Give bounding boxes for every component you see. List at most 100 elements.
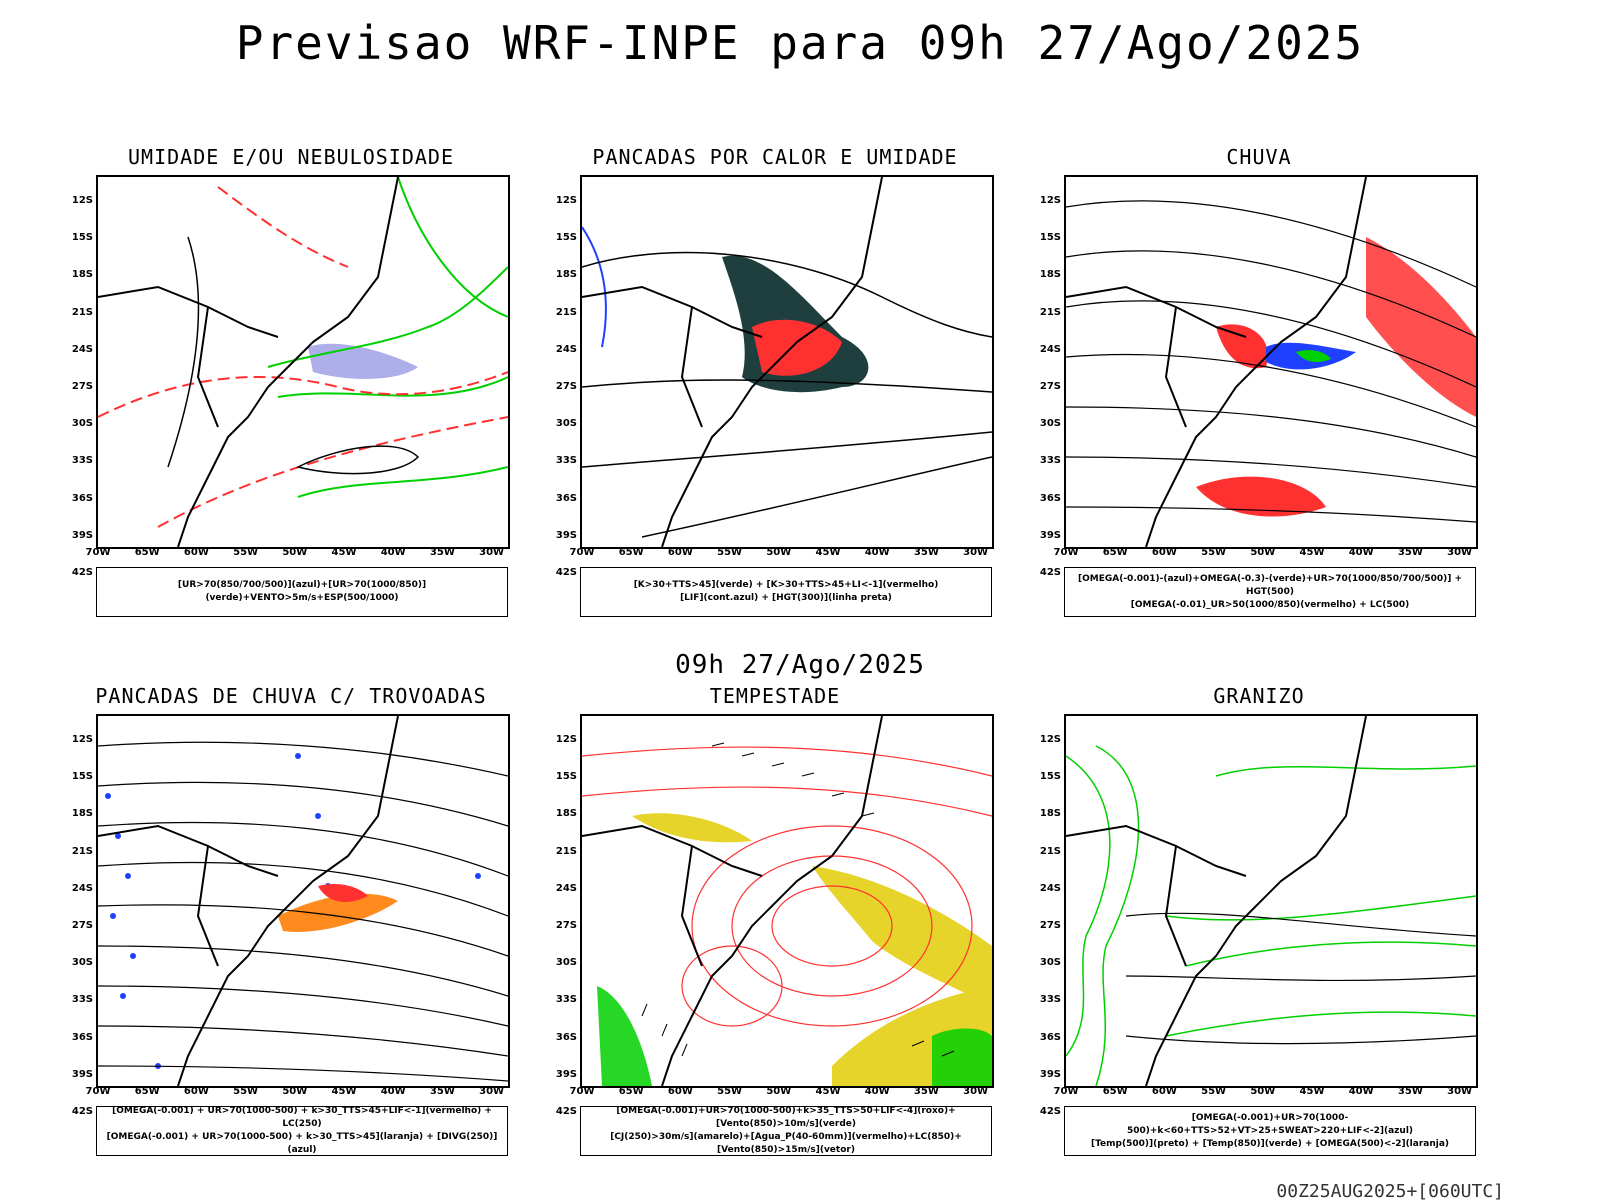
green-contour: [267, 266, 508, 368]
lon-axis: 70W 65W 60W 55W 50W 45W 40W 35W 30W: [570, 547, 992, 561]
lat-tick-label: 33S: [555, 455, 577, 467]
lon-tick-label: 60W: [667, 1086, 693, 1097]
red-rain-area: [1216, 324, 1268, 369]
legend-line-1: [K>30+TTS>45](verde) + [K>30+TTS>45+LI<-…: [633, 580, 939, 590]
lon-tick-label: 30W: [479, 1086, 505, 1097]
lon-tick-label: 40W: [864, 547, 890, 558]
main-title: Previsao WRF-INPE para 09h 27/Ago/2025: [235, 16, 1365, 70]
lon-tick-label: 55W: [233, 1086, 259, 1097]
panel-chuva: CHUVA 12S 15S 18S 21S 24S 27S 30S 33S 36S 39S 42S: [1040, 145, 1478, 645]
lon-tick-label: 50W: [766, 547, 792, 558]
lat-tick-label: 12S: [71, 734, 93, 745]
lat-tick-label: 39S: [1039, 1068, 1061, 1080]
legend-line-2: [Temp(500)](preto) + [Temp(850)](verde) …: [1090, 1138, 1450, 1149]
lat-tick-label: 24S: [555, 882, 577, 894]
lat-tick-label: 21S: [71, 306, 93, 318]
red-contours: [582, 746, 992, 1027]
hgt-line: [641, 456, 992, 538]
lat-tick-label: 30S: [1039, 418, 1061, 430]
lat-tick-label: 21S: [71, 845, 93, 857]
lat-axis: 12S 15S 18S 21S 24S 27S 30S 33S 36S 39S 42S: [547, 175, 577, 578]
legend-line-1: [OMEGA(-0.001)+UR>70(1000-500)+k>35_TTS>…: [616, 1106, 956, 1129]
lon-tick-label: 65W: [1102, 1086, 1128, 1097]
red-rain-area: [1366, 237, 1476, 417]
lat-tick-label: 30S: [71, 418, 93, 430]
lat-tick-label: 24S: [71, 343, 93, 355]
lat-tick-label: 21S: [1039, 845, 1061, 857]
lat-axis: 12S 15S 18S 21S 24S 27S 30S 33S 36S 39S 42S: [547, 714, 577, 1117]
lon-tick-label: 65W: [134, 547, 160, 558]
lat-tick-label: 18S: [555, 808, 577, 820]
lon-tick-label: 65W: [618, 547, 644, 558]
map-umidade: [96, 175, 510, 549]
lat-tick-label: 42S: [1039, 1106, 1061, 1117]
lon-tick-label: 45W: [1299, 1086, 1325, 1097]
legend-line-2: [CJ(250)>30m/s](amarelo)+[Agua_P(40-60mm…: [610, 1132, 962, 1155]
coastline: [1066, 177, 1367, 547]
lon-tick-label: 50W: [282, 1086, 308, 1097]
temp850-green-contours: [1066, 745, 1476, 1086]
lon-tick-label: 40W: [380, 547, 406, 558]
lon-tick-label: 55W: [717, 1086, 743, 1097]
lon-tick-label: 35W: [1397, 1086, 1423, 1097]
lat-tick-label: 24S: [1039, 343, 1061, 355]
red-dashed-contour: [98, 371, 508, 418]
lat-tick-label: 18S: [71, 269, 93, 281]
run-timestamp: 00Z25AUG2025+[060UTC]: [1276, 1181, 1504, 1202]
lat-tick-label: 30S: [555, 418, 577, 430]
lon-axis: 70W 65W 60W 55W 50W 45W 40W 35W 30W: [86, 547, 508, 561]
lon-tick-label: 60W: [183, 1086, 209, 1097]
jet-yellow-area: [632, 813, 752, 843]
panel-granizo: GRANIZO 12S 15S 18S 21S 24S 27S 30S 33S 36S 39S 42…: [1040, 684, 1478, 1184]
lat-tick-label: 21S: [555, 845, 577, 857]
green-contour: [397, 177, 508, 318]
panel-title: PANCADAS DE CHUVA C/ TROVOADAS: [95, 684, 487, 708]
lat-tick-label: 27S: [555, 381, 577, 392]
lat-tick-label: 12S: [1039, 195, 1061, 206]
coastline: [582, 177, 883, 547]
lon-tick-label: 50W: [766, 1086, 792, 1097]
lat-tick-label: 15S: [71, 771, 93, 783]
orange-area: [278, 893, 398, 932]
lon-tick-label: 30W: [1447, 1086, 1473, 1097]
lon-tick-label: 45W: [1299, 547, 1325, 558]
lon-tick-label: 70W: [1053, 1086, 1079, 1097]
lat-tick-label: 42S: [555, 1106, 577, 1117]
lon-tick-label: 60W: [1151, 547, 1177, 558]
lat-axis: 12S 15S 18S 21S 24S 27S 30S 33S 36S 39S 42S: [1031, 714, 1061, 1117]
panel-pancadas-calor: PANCADAS POR CALOR E UMIDADE 12S 15S 18S 21…: [556, 145, 994, 645]
lon-tick-label: 40W: [864, 1086, 890, 1097]
coastline: [98, 177, 399, 547]
map-tempestade: [580, 714, 994, 1088]
lat-tick-label: 27S: [71, 381, 93, 392]
wind-green-area: [597, 986, 652, 1086]
lon-tick-label: 70W: [85, 547, 111, 558]
lon-tick-label: 35W: [913, 547, 939, 558]
lif-blue-contour: [582, 226, 607, 348]
lon-tick-label: 65W: [134, 1086, 160, 1097]
lat-tick-label: 36S: [1039, 1031, 1061, 1043]
lat-tick-label: 15S: [71, 232, 93, 244]
lon-tick-label: 30W: [1447, 547, 1473, 558]
red-area: [752, 319, 842, 376]
legend-line-1: [OMEGA(-0.001)+UR>70(1000-500)+k<60+TTS>…: [1126, 1112, 1414, 1136]
lat-axis: 12S 15S 18S 21S 24S 27S 30S 33S 36S 39S 42S: [63, 714, 93, 1117]
lat-tick-label: 21S: [1039, 306, 1061, 318]
lon-axis: 70W 65W 60W 55W 50W 45W 40W 35W 30W: [570, 1086, 992, 1100]
lon-tick-label: 65W: [1102, 547, 1128, 558]
lat-tick-label: 12S: [555, 734, 577, 745]
coastline: [98, 716, 399, 1086]
lat-tick-label: 15S: [1039, 771, 1061, 783]
lon-tick-label: 70W: [569, 1086, 595, 1097]
lat-tick-label: 27S: [555, 920, 577, 931]
lon-axis: 70W 65W 60W 55W 50W 45W 40W 35W 30W: [86, 1086, 508, 1100]
humidity-blue-area: [308, 343, 418, 379]
panel-title: UMIDADE E/OU NEBULOSIDADE: [127, 145, 455, 169]
lon-tick-label: 50W: [282, 547, 308, 558]
lon-tick-label: 55W: [1201, 547, 1227, 558]
legend-box: [UR>70(850/700/500)](azul)+[UR>70(1000/8…: [96, 567, 508, 617]
lon-tick-label: 55W: [233, 547, 259, 558]
green-rain-area: [1296, 349, 1331, 363]
lon-tick-label: 65W: [618, 1086, 644, 1097]
panel-trovoadas: PANCADAS DE CHUVA C/ TROVOADAS 12S 15S 18S…: [72, 684, 510, 1184]
